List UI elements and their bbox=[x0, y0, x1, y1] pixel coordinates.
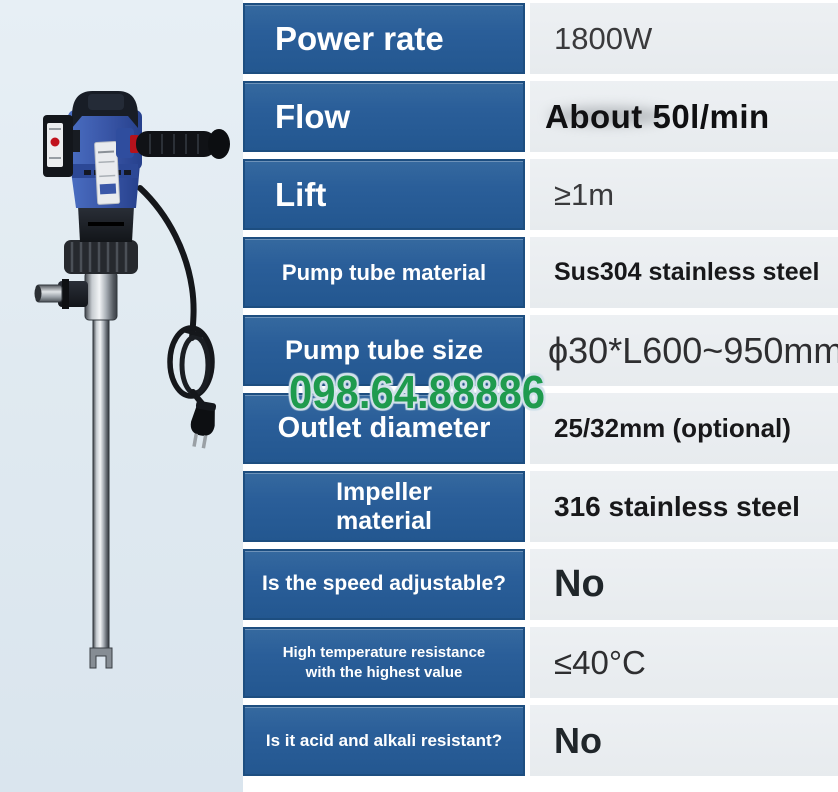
spec-label: Power rate bbox=[243, 3, 525, 74]
spec-label: Flow bbox=[243, 81, 525, 152]
spec-row-power-rate: Power rate 1800W bbox=[243, 3, 838, 74]
drum-pump-product-image bbox=[34, 90, 230, 669]
spec-table: Power rate 1800W Flow About 50l/min Lift… bbox=[243, 0, 838, 792]
spec-label: Lift bbox=[243, 159, 525, 230]
spec-value: 316 stainless steel bbox=[530, 471, 838, 542]
spec-value: No bbox=[530, 705, 838, 776]
product-image-pane bbox=[0, 0, 243, 792]
spec-row-pump-tube-material: Pump tube material Sus304 stainless stee… bbox=[243, 237, 838, 308]
spec-row-pump-tube-size: Pump tube size ϕ30*L600~950mm bbox=[243, 315, 838, 386]
spec-row-lift: Lift ≥1m bbox=[243, 159, 838, 230]
spec-value: ≤40°C bbox=[530, 627, 838, 698]
spec-label: Is the speed adjustable? bbox=[243, 549, 525, 620]
spec-label: Pump tube material bbox=[243, 237, 525, 308]
spec-label: Is it acid and alkali resistant? bbox=[243, 705, 525, 776]
spec-value: No bbox=[530, 549, 838, 620]
spec-label: Outlet diameter bbox=[243, 393, 525, 464]
spec-row-outlet-diameter: Outlet diameter 25/32mm (optional) bbox=[243, 393, 838, 464]
spec-label: Impeller material bbox=[243, 471, 525, 542]
spec-value: 25/32mm (optional) bbox=[530, 393, 838, 464]
spec-label: Pump tube size bbox=[243, 315, 525, 386]
spec-value: Sus304 stainless steel bbox=[530, 237, 838, 308]
spec-value: 1800W bbox=[530, 3, 838, 74]
spec-value: About 50l/min bbox=[530, 81, 838, 152]
spec-row-acid-alkali-resistant: Is it acid and alkali resistant? No bbox=[243, 705, 838, 776]
spec-row-flow: Flow About 50l/min bbox=[243, 81, 838, 152]
phone-watermark: 098.64.88886 bbox=[289, 365, 546, 418]
spec-row-impeller-material: Impeller material 316 stainless steel bbox=[243, 471, 838, 542]
spec-row-high-temperature-resistance: High temperature resistance with the hig… bbox=[243, 627, 838, 698]
spec-value: ϕ30*L600~950mm bbox=[530, 315, 838, 386]
spec-label: High temperature resistance with the hig… bbox=[243, 627, 525, 698]
spec-row-speed-adjustable: Is the speed adjustable? No bbox=[243, 549, 838, 620]
spec-value: ≥1m bbox=[530, 159, 838, 230]
